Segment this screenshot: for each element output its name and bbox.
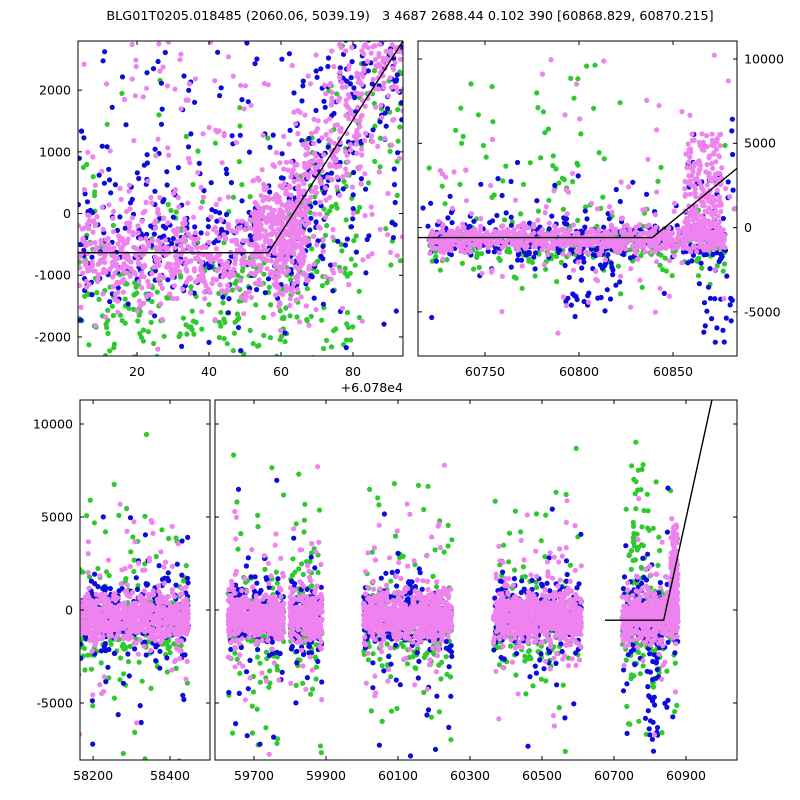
scatter-series-v	[271, 41, 403, 334]
scatter-series-v	[288, 464, 325, 703]
y-tick-label: 1000	[39, 144, 71, 159]
panel-tr-ticks	[418, 41, 737, 356]
panel-b2-scatter-layer	[225, 439, 681, 759]
y-tick-label: -5000	[744, 304, 781, 319]
x-tick-label: 59900	[306, 768, 346, 783]
scatter-series-b	[286, 41, 403, 265]
figure-title: BLG01T0205.018485 (2060.06, 5039.19) 3 4…	[106, 9, 714, 24]
y-tick-label: 2000	[39, 83, 71, 98]
scatter-series-v	[668, 522, 681, 626]
scatter-series-b	[420, 159, 731, 321]
panel-b1-tick-labels: 58200 58400 -5000 0 5000 10000	[33, 416, 190, 783]
panel-tl-scatter-layer	[78, 41, 403, 356]
scatter-series-b	[100, 49, 292, 105]
y-tick-label: 10000	[33, 416, 73, 431]
y-tick-label: -5000	[36, 695, 73, 710]
panel-b2-tick-labels: 59700 59900 60100 60300 60500 60700 60900	[234, 768, 706, 783]
panel-tl-frame	[77, 40, 404, 357]
panel-tl-ticks	[78, 41, 403, 356]
y-tick-label: 10000	[744, 51, 784, 66]
scatter-series-v	[437, 112, 737, 336]
x-tick-label: 60100	[378, 768, 418, 783]
x-tick-label: 58200	[73, 768, 113, 783]
x-tick-label: 60900	[666, 768, 706, 783]
panel-tl-tick-labels: 20 40 60 80 -2000 -1000 0 1000 2000	[34, 83, 361, 379]
panel-b2-frame	[214, 399, 738, 761]
x-tick-label: 58400	[150, 768, 190, 783]
panel-b1-ticks	[80, 400, 210, 760]
scatter-series-v	[493, 498, 584, 729]
panel-tr-axes: 60750 60800 60850 -5000 0 5000 10000	[417, 40, 784, 379]
panel-tr-scatter-layer	[420, 52, 737, 345]
scatter-series-v	[129, 41, 401, 103]
panel-tr-frame	[417, 40, 738, 357]
scatter-series-b	[701, 256, 735, 345]
scatter-series-v	[360, 582, 455, 651]
panel-b2-axes: 59700 59900 60100 60300 60500 60700 60900	[214, 399, 738, 783]
scatter-series-g	[457, 62, 623, 266]
model-line-b2	[605, 400, 713, 621]
x-tick-label: 80	[345, 364, 361, 379]
panel-tr-tick-labels: 60750 60800 60850 -5000 0 5000 10000	[465, 51, 784, 379]
scatter-series-v	[80, 501, 191, 737]
y-tick-label: -2000	[34, 329, 71, 344]
x-tick-label: 20	[129, 364, 145, 379]
scatter-series-v	[539, 52, 731, 133]
y-tick-label: 5000	[41, 509, 73, 524]
x-tick-label: 60700	[594, 768, 634, 783]
panel-b1-frame	[79, 399, 211, 761]
scatter-series-b	[226, 477, 285, 747]
x-tick-label: 59700	[234, 768, 274, 783]
panel-b1-axes: 58200 58400 -5000 0 5000 10000	[33, 399, 211, 783]
model-line-tl	[78, 41, 403, 254]
panel-b1-scatter-layer	[80, 431, 191, 760]
y-tick-label: 0	[63, 206, 71, 221]
x-tick-label: 60300	[450, 768, 490, 783]
scatter-series-v	[78, 41, 403, 352]
x-tick-label: 60500	[522, 768, 562, 783]
panel-tl-axes: 20 40 60 80 -2000 -1000 0 1000 2000 +6.078e4	[34, 40, 404, 395]
scatter-series-v	[360, 462, 454, 699]
x-tick-label: 60	[273, 364, 289, 379]
y-tick-label: 5000	[744, 136, 776, 151]
x-tick-label: 60800	[559, 364, 599, 379]
panel-b2-ticks	[215, 400, 737, 760]
scatter-series-v	[225, 508, 286, 757]
x-tick-label: 60750	[465, 364, 505, 379]
y-tick-label: 0	[744, 220, 752, 235]
y-tick-label: -1000	[34, 268, 71, 283]
scatter-series-v	[682, 131, 725, 242]
x-axis-offset-label: +6.078e4	[341, 380, 403, 395]
x-tick-label: 60850	[653, 364, 693, 379]
y-tick-label: 0	[65, 602, 73, 617]
x-tick-label: 40	[201, 364, 217, 379]
model-line-tr	[418, 167, 737, 239]
